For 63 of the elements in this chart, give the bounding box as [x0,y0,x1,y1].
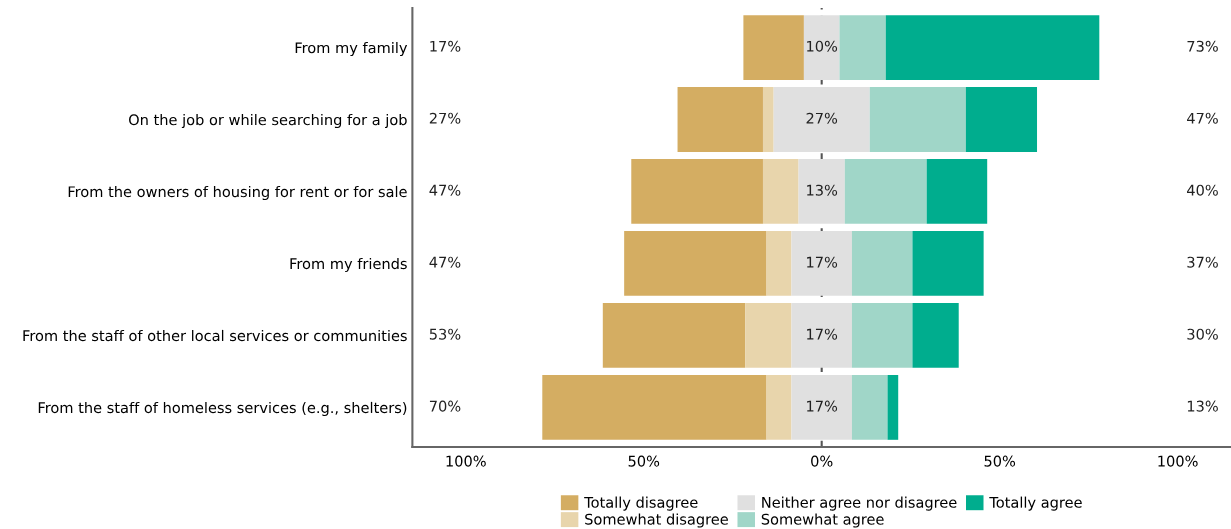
x-tick-label: 50% [628,455,660,467]
bar [965,87,1038,152]
x-tick-label: 0% [811,455,833,467]
bar [677,87,763,152]
bar [851,231,913,296]
bar [844,159,927,224]
legend-label: Somewhat disagree [585,513,728,528]
annotation: 40% [1187,184,1218,196]
annotation: 73% [1187,40,1218,52]
bar [762,87,774,152]
bar [851,303,913,368]
bar [745,303,792,368]
data-label: 10% [807,40,838,52]
bar [624,231,767,296]
annotation: 30% [1187,328,1218,340]
annotation: 53% [429,328,461,340]
bar [743,15,804,80]
annotation: 13% [1187,400,1218,412]
annotation: 47% [429,256,461,268]
data-label: 17% [807,328,838,340]
bar [912,303,959,368]
bar [885,15,1100,80]
annotation: 70% [429,400,461,412]
x-tick-label: 100% [1158,455,1198,467]
bar [839,15,886,80]
bar [542,375,767,440]
annotation: 47% [1187,112,1218,124]
bar [803,15,840,80]
annotation: 17% [430,40,461,52]
bar [791,375,852,440]
data-label: 17% [807,256,838,268]
bar [766,231,792,296]
y-tick-label: From the staff of other local services or communities [23,329,407,342]
annotation: 27% [429,112,461,124]
x-tick-label: 50% [984,455,1016,467]
y-tick-label: From the owners of housing for rent or for sale [68,185,407,201]
y-tick-label: From the staff of homeless services (e.g., shelters) [38,401,407,416]
y-tick-label: On the job or while searching for a job [129,113,407,129]
y-tick-label: From my friends [290,257,407,273]
bar [773,87,870,152]
bar [869,87,966,152]
bar [791,303,852,368]
annotation: 47% [429,184,461,196]
x-tick-label: 100% [446,455,486,467]
data-label: 17% [807,400,838,412]
bar [602,303,746,368]
legend-label: Totally disagree [584,496,698,511]
bar [762,159,799,224]
bar [912,231,984,296]
bar [791,231,852,296]
bar [926,159,988,224]
annotation: 37% [1187,256,1218,268]
legend-label: Somewhat agree [761,513,884,528]
bar [631,159,763,224]
bar [851,375,888,440]
bar [766,375,792,440]
bar [798,159,845,224]
data-label: 13% [807,184,838,196]
legend-label: Totally agree [989,496,1082,511]
data-label: 27% [806,112,838,124]
bar [887,375,899,440]
legend-label: Neither agree nor disagree [762,496,957,511]
y-tick-label: From my family [295,41,408,57]
